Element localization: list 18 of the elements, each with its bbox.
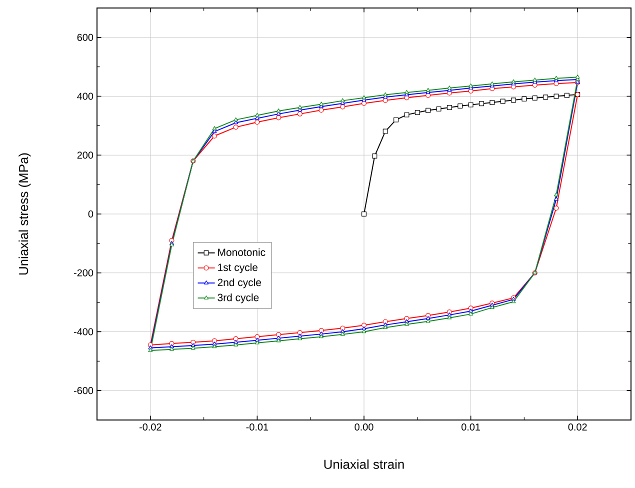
legend-label: 3rd cycle — [218, 294, 259, 304]
x-tick-label: 0.01 — [461, 424, 480, 431]
y-tick-label: 400 — [77, 92, 94, 100]
legend-label: 1st cycle — [218, 263, 258, 274]
x-tick-label: -0.02 — [139, 424, 162, 431]
y-tick-label: -200 — [74, 269, 94, 276]
y-tick-label: 0 — [88, 210, 94, 218]
y-tick-label: 600 — [77, 34, 94, 41]
x-tick-label: 0.00 — [354, 424, 374, 431]
x-tick-label: 0.02 — [568, 424, 587, 431]
y-tick-label: -400 — [74, 328, 94, 336]
y-tick-label: 200 — [77, 152, 94, 159]
y-tick-label: -600 — [74, 387, 94, 394]
x-axis-title: Uniaxial strain — [324, 459, 404, 469]
x-tick-label: -0.01 — [246, 424, 268, 431]
legend-label: 2nd cycle — [218, 278, 261, 288]
y-axis-title: Uniaxial stress (MPa) — [18, 153, 31, 275]
legend-label: Monotonic — [218, 248, 266, 256]
